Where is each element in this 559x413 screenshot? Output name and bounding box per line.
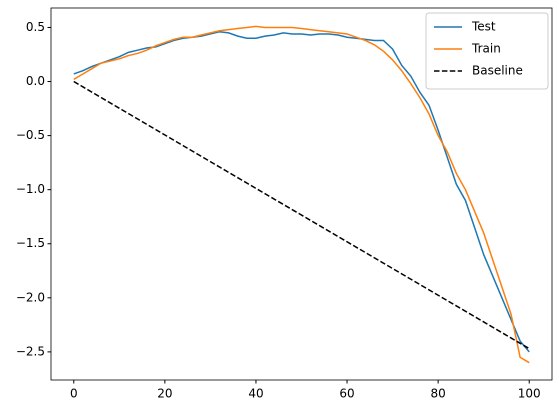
y-tick-label: 0.0 xyxy=(26,74,45,88)
y-tick-label: 0.5 xyxy=(26,20,45,34)
x-tick-label: 80 xyxy=(430,387,445,401)
y-tick-label: −1.0 xyxy=(16,182,45,196)
legend-box xyxy=(425,12,549,90)
series-line xyxy=(73,80,530,350)
series-line xyxy=(73,25,530,364)
legend: Test Train Baseline xyxy=(425,12,549,90)
x-tick-label: 60 xyxy=(339,387,354,401)
legend-label: Test xyxy=(471,20,496,34)
legend-label: Baseline xyxy=(472,64,523,78)
x-tick-label: 20 xyxy=(157,387,172,401)
y-tick-label: −0.5 xyxy=(16,128,45,142)
y-tick-label: −2.5 xyxy=(16,344,45,358)
y-tick-label: −1.5 xyxy=(16,236,45,250)
x-tick-label: 100 xyxy=(518,387,541,401)
legend-label: Train xyxy=(471,42,501,56)
plot-frame xyxy=(50,7,553,381)
series-line xyxy=(73,31,530,353)
y-tick-label: −2.0 xyxy=(16,290,45,304)
x-tick-label: 0 xyxy=(70,387,78,401)
x-tick-label: 40 xyxy=(248,387,263,401)
